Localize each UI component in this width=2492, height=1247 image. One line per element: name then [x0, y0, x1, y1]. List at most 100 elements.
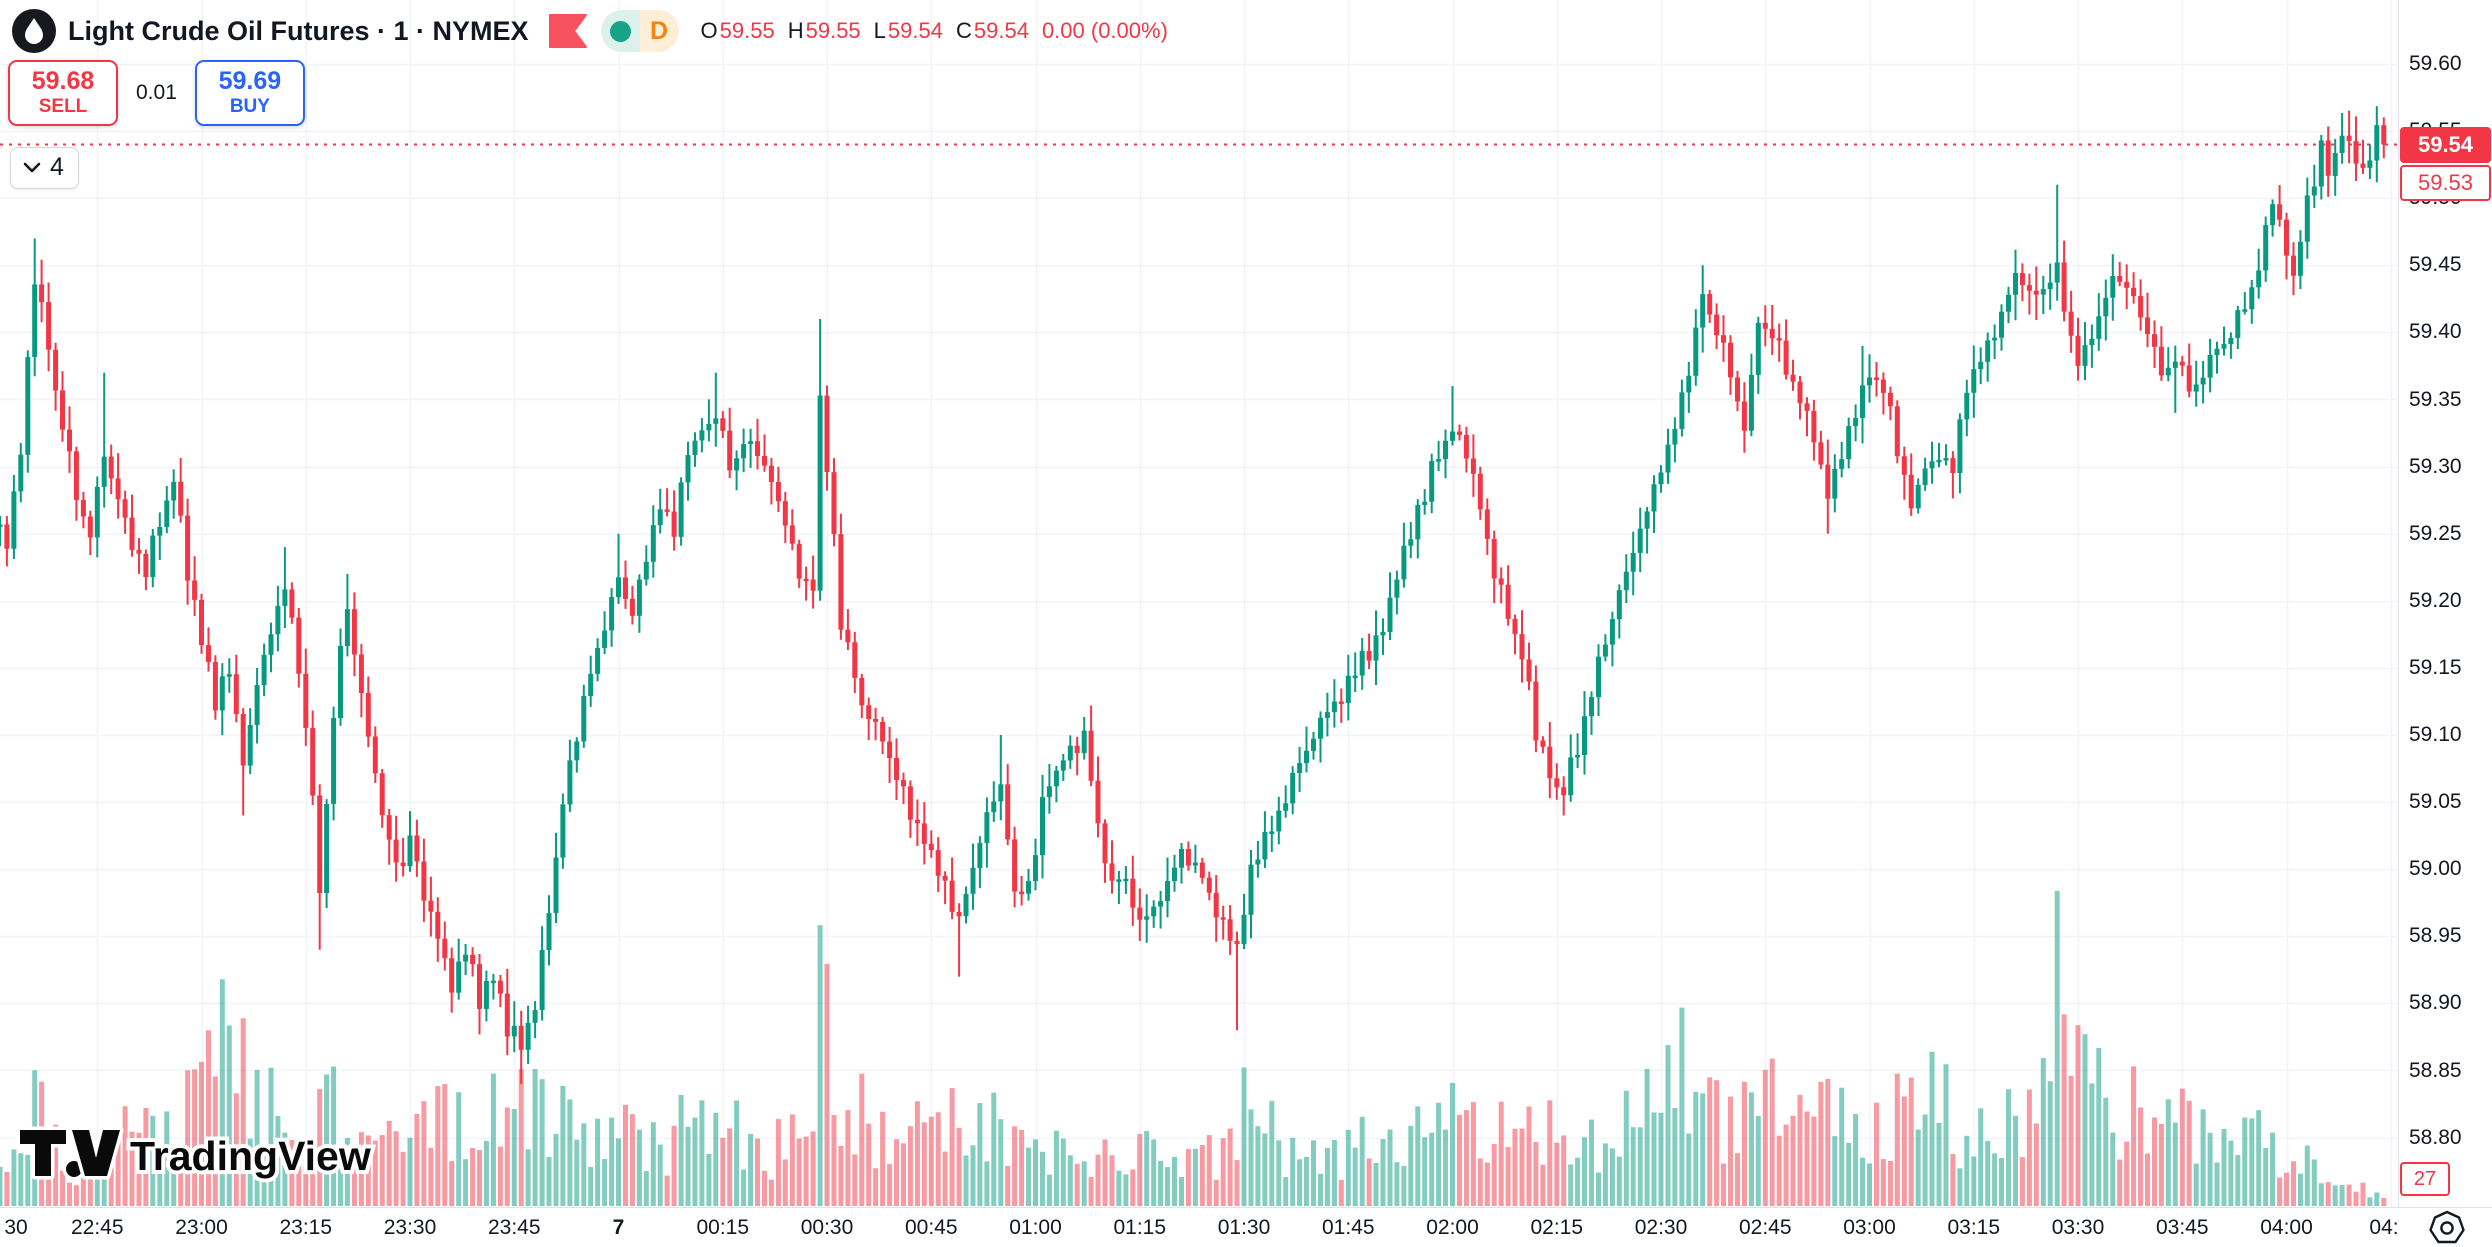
object-tree-toggle[interactable]: 4: [10, 147, 79, 189]
volume-bar: [456, 1092, 462, 1206]
candle: [2291, 255, 2296, 276]
volume-bar: [282, 1132, 288, 1206]
volume-bar: [317, 1089, 323, 1206]
volume-bar: [1860, 1157, 1865, 1206]
candle: [2332, 153, 2338, 176]
candle: [643, 561, 649, 580]
symbol-title[interactable]: Light Crude Oil Futures · 1 · NYMEX: [68, 15, 529, 46]
candle: [2346, 135, 2352, 141]
volume-bar: [1422, 1137, 1428, 1206]
flag-icon[interactable]: [548, 14, 587, 48]
volume-bar: [2186, 1100, 2192, 1206]
candle: [129, 517, 135, 550]
candle: [866, 705, 872, 719]
volume-bar: [1033, 1139, 1038, 1206]
candle: [1213, 892, 1219, 918]
sell-button[interactable]: 59.68 SELL: [8, 60, 118, 126]
candle: [595, 647, 601, 674]
candle: [1818, 442, 1824, 465]
volume-bar: [1345, 1130, 1351, 1206]
volume-bar: [1276, 1140, 1282, 1206]
time-axis[interactable]: 30 22:45 23:00 23:15 23:30 23:45 7 00:15 00:30 00…: [0, 1207, 2492, 1247]
volume-bar: [1887, 1160, 1893, 1206]
volume-bar: [636, 1129, 642, 1206]
candle: [720, 418, 726, 431]
volume-bar: [859, 1073, 865, 1206]
volume-bar: [344, 1138, 350, 1206]
candle: [1616, 590, 1622, 620]
candle: [1026, 881, 1031, 894]
candle: [657, 509, 663, 526]
candle: [1165, 881, 1170, 902]
candle: [894, 757, 899, 780]
candle: [609, 597, 615, 631]
volume-bar: [1741, 1081, 1747, 1206]
candle: [1074, 745, 1080, 754]
candle: [1811, 410, 1817, 443]
volume-bar: [1373, 1163, 1379, 1206]
candle: [164, 500, 170, 527]
candle: [880, 721, 886, 742]
volume-bar: [1102, 1139, 1108, 1206]
price-tick-label: 59.30: [2409, 454, 2462, 478]
settings-gear-icon[interactable]: [2424, 1210, 2470, 1246]
candle: [921, 823, 927, 844]
volume-bar: [1783, 1124, 1789, 1206]
volume-bar: [2325, 1182, 2331, 1206]
volume-bar: [1352, 1147, 1358, 1206]
candle: [351, 609, 357, 655]
candle: [2284, 219, 2289, 256]
volume-bar: [866, 1123, 872, 1206]
candle: [1526, 659, 1532, 682]
volume-bar: [1714, 1080, 1720, 1206]
volume-bar: [1776, 1135, 1782, 1206]
volume-bar: [1179, 1177, 1184, 1206]
volume-bar: [338, 1156, 343, 1206]
volume-bar: [1561, 1135, 1567, 1206]
volume-bar: [421, 1101, 427, 1206]
volume-bar: [907, 1126, 913, 1206]
volume-bar: [1477, 1158, 1483, 1206]
candle: [470, 954, 476, 965]
candle: [2158, 346, 2164, 376]
buy-button[interactable]: 59.69 BUY: [194, 60, 305, 126]
price-axis[interactable]: 59.6059.5559.5059.4559.4059.3559.3059.25…: [2398, 0, 2492, 1207]
price-tick-label: 59.05: [2409, 790, 2462, 814]
price-tick-label: 59.00: [2409, 857, 2462, 881]
candle: [532, 1010, 538, 1023]
volume-bar: [2068, 1075, 2074, 1206]
low-value: 59.54: [887, 18, 943, 43]
volume-bar: [1547, 1100, 1553, 1206]
volume-bar: [1137, 1133, 1143, 1206]
volume-bar: [324, 1074, 330, 1206]
volume-bar: [171, 1165, 177, 1206]
candle: [32, 284, 38, 357]
volume-bar: [1929, 1051, 1935, 1206]
volume-bar: [1019, 1129, 1025, 1206]
volume-bar: [2165, 1099, 2171, 1206]
market-status-and-interval-pill[interactable]: D: [600, 10, 679, 52]
volume-bar: [1908, 1077, 1914, 1206]
candle: [2061, 262, 2067, 312]
candle: [1477, 473, 1483, 510]
interval-marker-label: D: [650, 16, 669, 45]
candle: [1874, 377, 1879, 380]
volume-bar: [254, 1070, 260, 1206]
candle: [344, 609, 350, 646]
candle: [1262, 831, 1268, 860]
volume-bar: [2353, 1191, 2359, 1206]
volume-bar: [212, 1076, 218, 1206]
candle: [935, 850, 941, 876]
candle: [991, 801, 997, 813]
candle: [212, 662, 218, 711]
candle: [1463, 435, 1469, 459]
volume-bar: [1269, 1100, 1275, 1206]
candle: [1922, 468, 1928, 485]
candle: [2075, 335, 2081, 366]
volume-bar: [2193, 1163, 2199, 1206]
candle: [2006, 294, 2011, 312]
time-tick-label: 03:30: [2051, 1216, 2105, 1239]
candle: [1352, 675, 1358, 679]
volume-bar: [483, 1140, 489, 1206]
